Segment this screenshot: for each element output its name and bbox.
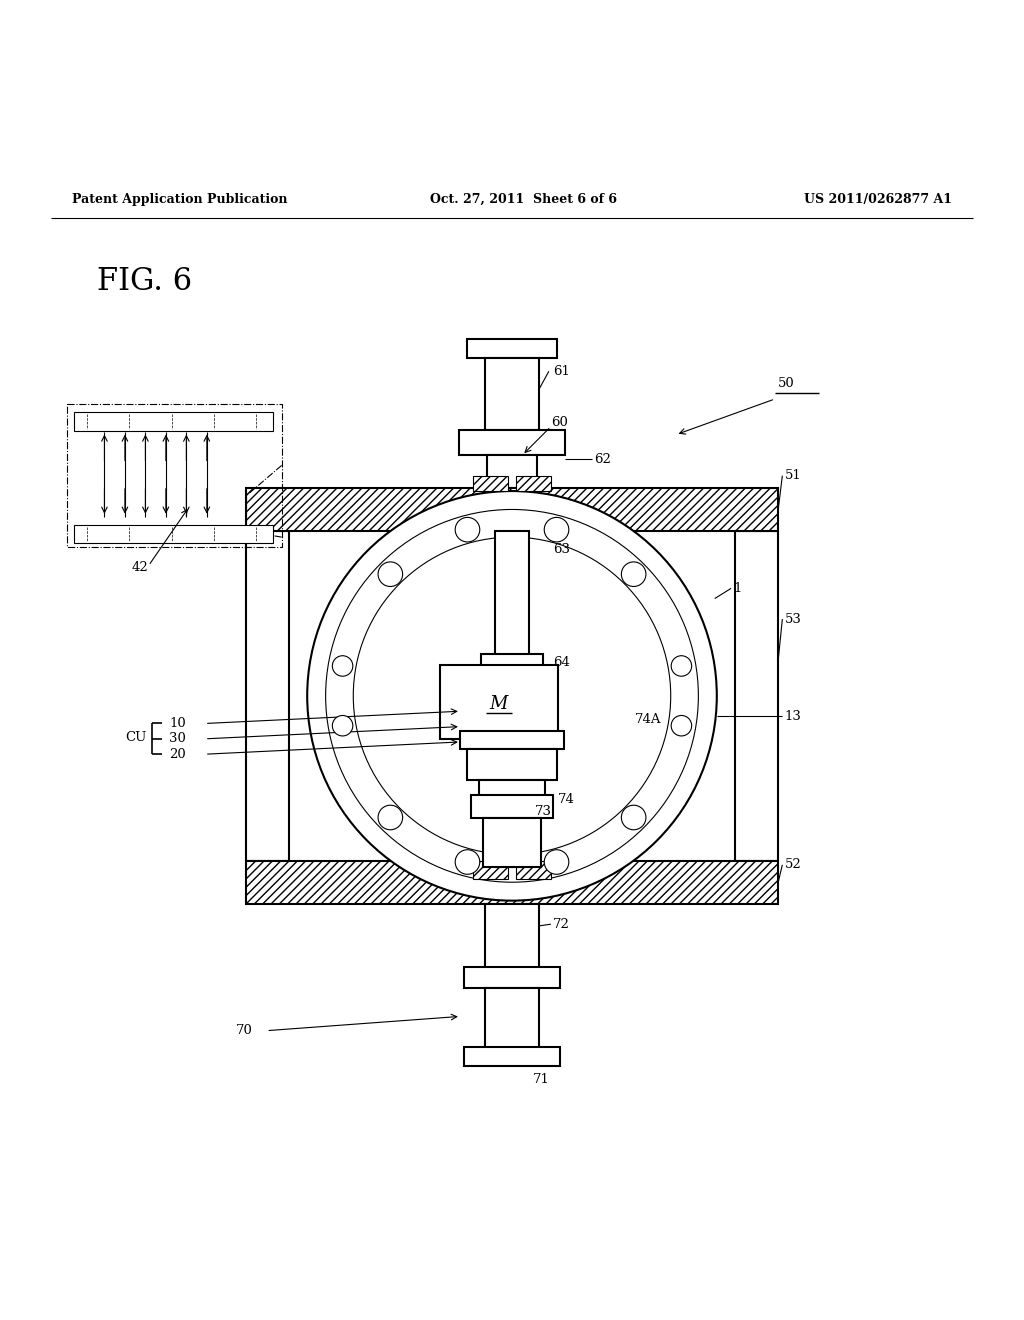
Text: 52: 52 bbox=[784, 858, 801, 871]
Text: CU: CU bbox=[125, 731, 146, 744]
Bar bbox=[459, 429, 565, 455]
Text: M: M bbox=[489, 696, 508, 713]
Circle shape bbox=[326, 510, 698, 882]
Bar bbox=[246, 488, 778, 531]
Bar bbox=[516, 475, 551, 491]
Circle shape bbox=[333, 715, 353, 737]
Text: 20: 20 bbox=[169, 747, 185, 760]
Text: 61: 61 bbox=[553, 364, 569, 378]
Bar bbox=[485, 904, 539, 970]
Text: 72: 72 bbox=[553, 917, 569, 931]
Circle shape bbox=[307, 491, 717, 900]
Text: 51: 51 bbox=[784, 469, 801, 482]
Text: 53: 53 bbox=[784, 612, 801, 626]
Bar bbox=[460, 731, 564, 748]
Circle shape bbox=[378, 805, 402, 830]
Text: 73: 73 bbox=[535, 805, 552, 818]
Bar bbox=[485, 358, 539, 429]
Bar bbox=[481, 653, 543, 682]
Text: 42: 42 bbox=[132, 561, 148, 574]
Bar bbox=[67, 404, 282, 548]
Text: 1: 1 bbox=[733, 582, 741, 595]
Bar bbox=[467, 339, 557, 358]
Circle shape bbox=[456, 850, 480, 874]
Bar bbox=[495, 531, 529, 664]
Bar bbox=[74, 412, 273, 430]
Circle shape bbox=[353, 537, 671, 854]
Bar bbox=[440, 665, 558, 739]
Bar bbox=[246, 861, 778, 904]
Bar bbox=[516, 861, 551, 879]
Text: 71: 71 bbox=[532, 1073, 549, 1086]
Text: 50: 50 bbox=[778, 378, 795, 389]
Circle shape bbox=[671, 656, 691, 676]
Text: 64: 64 bbox=[553, 656, 569, 668]
Text: US 2011/0262877 A1: US 2011/0262877 A1 bbox=[804, 193, 952, 206]
Text: FIG. 6: FIG. 6 bbox=[97, 265, 193, 297]
Text: 30: 30 bbox=[169, 733, 185, 746]
Text: 74A: 74A bbox=[635, 713, 662, 726]
Bar bbox=[495, 739, 529, 867]
Circle shape bbox=[671, 715, 691, 737]
Text: Oct. 27, 2011  Sheet 6 of 6: Oct. 27, 2011 Sheet 6 of 6 bbox=[430, 193, 617, 206]
Bar bbox=[485, 987, 539, 1049]
Circle shape bbox=[378, 562, 402, 586]
Bar bbox=[464, 968, 560, 987]
Bar bbox=[246, 531, 289, 861]
Bar bbox=[487, 455, 537, 488]
Text: 60: 60 bbox=[551, 416, 567, 429]
Bar bbox=[464, 1047, 560, 1065]
Text: 62: 62 bbox=[594, 453, 610, 466]
Circle shape bbox=[622, 562, 646, 586]
Circle shape bbox=[622, 805, 646, 830]
Bar bbox=[483, 817, 541, 867]
Text: 63: 63 bbox=[553, 543, 570, 556]
Text: 13: 13 bbox=[784, 710, 801, 723]
Bar bbox=[467, 748, 557, 780]
Circle shape bbox=[456, 517, 480, 543]
Bar bbox=[471, 795, 553, 817]
Text: 10: 10 bbox=[169, 717, 185, 730]
Circle shape bbox=[333, 656, 353, 676]
Text: Patent Application Publication: Patent Application Publication bbox=[72, 193, 287, 206]
Bar bbox=[473, 861, 508, 879]
Circle shape bbox=[544, 517, 568, 543]
Bar bbox=[479, 780, 545, 799]
Text: 74: 74 bbox=[558, 793, 574, 805]
Bar bbox=[74, 525, 273, 544]
Circle shape bbox=[544, 850, 568, 874]
Bar bbox=[735, 531, 778, 861]
Text: 70: 70 bbox=[236, 1024, 252, 1038]
Bar bbox=[473, 475, 508, 491]
